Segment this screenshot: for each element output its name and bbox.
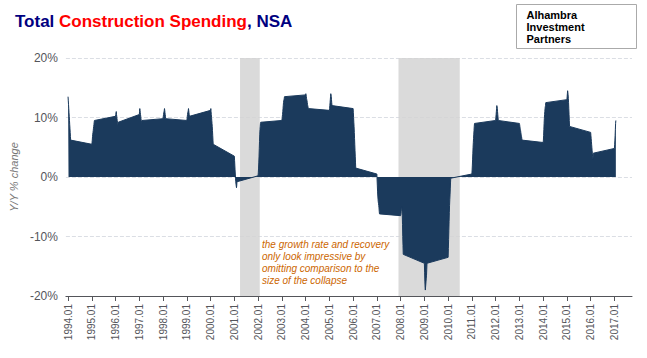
svg-text:-10%: -10% xyxy=(30,230,58,244)
svg-text:2015.01: 2015.01 xyxy=(561,304,572,341)
svg-text:Alhambra: Alhambra xyxy=(527,9,579,21)
svg-text:2011.01: 2011.01 xyxy=(466,304,477,340)
svg-text:1996.01: 1996.01 xyxy=(110,304,121,341)
svg-text:the growth rate and recovery: the growth rate and recovery xyxy=(262,239,390,250)
svg-text:1997.01: 1997.01 xyxy=(134,304,145,341)
svg-text:10%: 10% xyxy=(34,111,58,125)
svg-text:size of the collapse: size of the collapse xyxy=(262,275,347,286)
svg-text:2000.01: 2000.01 xyxy=(205,304,216,341)
svg-text:1999.01: 1999.01 xyxy=(181,304,192,341)
svg-text:2007.01: 2007.01 xyxy=(371,304,382,341)
svg-text:2010.01: 2010.01 xyxy=(443,304,454,341)
svg-text:2005.01: 2005.01 xyxy=(324,304,335,341)
svg-text:Construction Spending: Construction Spending xyxy=(59,12,247,31)
svg-text:only look impressive by: only look impressive by xyxy=(262,251,366,262)
svg-text:1995.01: 1995.01 xyxy=(86,304,97,341)
svg-text:2012.01: 2012.01 xyxy=(490,304,501,341)
svg-text:0%: 0% xyxy=(41,170,59,184)
svg-text:2001.01: 2001.01 xyxy=(229,304,240,341)
svg-text:20%: 20% xyxy=(34,51,58,65)
svg-text:2003.01: 2003.01 xyxy=(276,304,287,341)
svg-text:2009.01: 2009.01 xyxy=(419,304,430,341)
svg-text:2008.01: 2008.01 xyxy=(395,304,406,341)
svg-text:1994.01: 1994.01 xyxy=(63,304,74,341)
svg-text:omitting comparison to the: omitting comparison to the xyxy=(262,263,380,274)
svg-text:2004.01: 2004.01 xyxy=(300,304,311,341)
svg-text:, NSA: , NSA xyxy=(247,12,292,31)
svg-text:1998.01: 1998.01 xyxy=(158,304,169,341)
svg-text:Investment: Investment xyxy=(527,21,585,33)
svg-text:2013.01: 2013.01 xyxy=(514,304,525,341)
svg-text:2002.01: 2002.01 xyxy=(253,304,264,341)
svg-text:Total: Total xyxy=(15,12,59,31)
svg-text:Partners: Partners xyxy=(527,33,572,45)
svg-text:2006.01: 2006.01 xyxy=(348,304,359,341)
svg-text:2016.01: 2016.01 xyxy=(585,304,596,341)
svg-text:Y/Y % change: Y/Y % change xyxy=(8,142,20,212)
svg-text:-20%: -20% xyxy=(30,289,58,303)
svg-text:2014.01: 2014.01 xyxy=(538,304,549,341)
svg-text:2017.01: 2017.01 xyxy=(609,304,620,341)
